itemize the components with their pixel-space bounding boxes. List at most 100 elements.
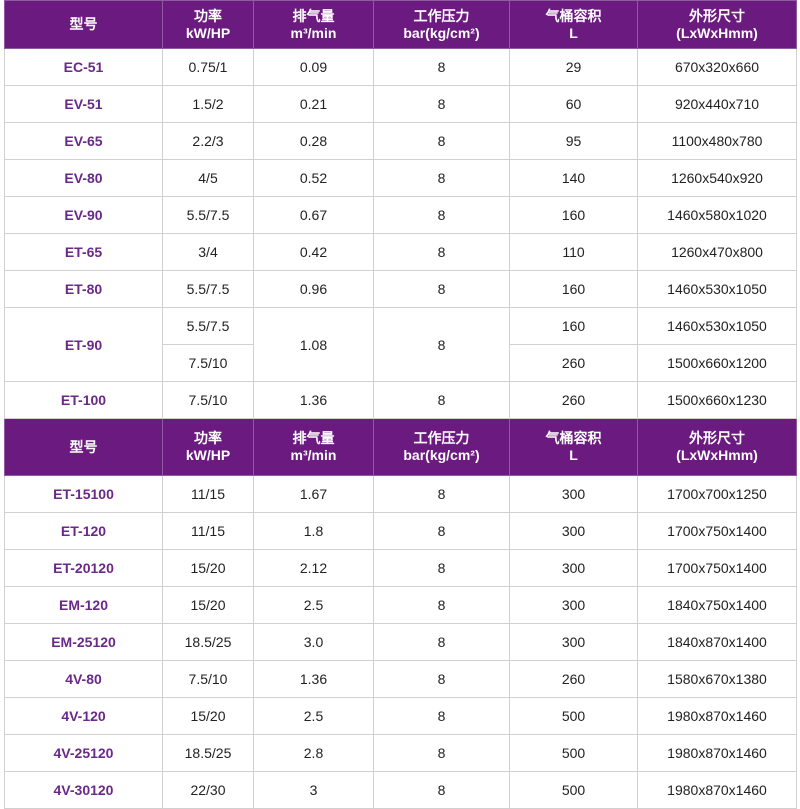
table-row: 4V-120 15/20 2.5 8 500 1980x870x1460 xyxy=(4,697,797,735)
compressor-spec-table: 型号 功率 kW/HP 排气量 m³/min 工作压力 bar(kg/cm²) 气桶容积 L 外形… xyxy=(4,0,797,809)
dims-cell: 1460x580x1020 xyxy=(637,196,797,234)
model-cell: ET-90 xyxy=(4,307,163,382)
table-row: ET-120 11/15 1.8 8 300 1700x750x1400 xyxy=(4,512,797,550)
table-row: EC-51 0.75/1 0.09 8 29 670x320x660 xyxy=(4,48,797,86)
tank-cell: 60 xyxy=(509,85,638,123)
model-cell: EM-120 xyxy=(4,586,163,624)
dims-cell: 1100x480x780 xyxy=(637,122,797,160)
dims-cell: 1700x750x1400 xyxy=(637,549,797,587)
model-cell: ET-100 xyxy=(4,381,163,419)
dims-cell: 1580x670x1380 xyxy=(637,660,797,698)
pressure-cell: 8 xyxy=(373,734,510,772)
pressure-cell: 8 xyxy=(373,85,510,123)
tank-cell: 300 xyxy=(509,549,638,587)
power-cell: 5.5/7.5 xyxy=(162,270,254,308)
table-row: ET-90 5.5/7.5 1.08 8 160 1460x530x1050 xyxy=(4,307,797,382)
flow-cell: 0.96 xyxy=(253,270,374,308)
header-row: 型号 功率 kW/HP 排气量 m³/min 工作压力 bar(kg/cm²) 气桶容积 L 外形… xyxy=(4,0,797,49)
header-flow: 排气量 m³/min xyxy=(253,418,374,476)
pressure-cell: 8 xyxy=(373,122,510,160)
power-cell: 11/15 xyxy=(162,512,254,550)
model-cell: ET-80 xyxy=(4,270,163,308)
power-cell: 1.5/2 xyxy=(162,85,254,123)
power-cell: 15/20 xyxy=(162,697,254,735)
model-cell: ET-20120 xyxy=(4,549,163,587)
tank-cell: 260 xyxy=(509,381,638,419)
table-row: ET-80 5.5/7.5 0.96 8 160 1460x530x1050 xyxy=(4,270,797,308)
power-cell: 3/4 xyxy=(162,233,254,271)
flow-cell: 1.36 xyxy=(253,381,374,419)
pressure-cell: 8 xyxy=(373,697,510,735)
model-cell: ET-65 xyxy=(4,233,163,271)
pressure-cell: 8 xyxy=(373,233,510,271)
header-row: 型号 功率 kW/HP 排气量 m³/min 工作压力 bar(kg/cm²) 气桶容积 L 外形… xyxy=(4,418,797,476)
pressure-cell: 8 xyxy=(373,307,510,382)
dims-cell: 1260x470x800 xyxy=(637,233,797,271)
model-cell: 4V-80 xyxy=(4,660,163,698)
model-cell: 4V-120 xyxy=(4,697,163,735)
flow-cell: 1.08 xyxy=(253,307,374,382)
dims-cell: 1980x870x1460 xyxy=(637,771,797,809)
table-row: EM-120 15/20 2.5 8 300 1840x750x1400 xyxy=(4,586,797,624)
tank-cell: 110 xyxy=(509,233,638,271)
power-cell: 18.5/25 xyxy=(162,623,254,661)
pressure-cell: 8 xyxy=(373,623,510,661)
table-row: EV-80 4/5 0.52 8 140 1260x540x920 xyxy=(4,159,797,197)
power-cell: 7.5/10 xyxy=(162,660,254,698)
pressure-cell: 8 xyxy=(373,475,510,513)
tank-cell: 95 xyxy=(509,122,638,160)
table-row: EV-65 2.2/3 0.28 8 95 1100x480x780 xyxy=(4,122,797,160)
model-cell: ET-120 xyxy=(4,512,163,550)
header-dims: 外形尺寸 (LxWxHmm) xyxy=(637,0,797,49)
power-cell: 22/30 xyxy=(162,771,254,809)
dims-cell: 1840x750x1400 xyxy=(637,586,797,624)
flow-cell: 1.67 xyxy=(253,475,374,513)
power-cell: 15/20 xyxy=(162,586,254,624)
power-cell: 11/15 xyxy=(162,475,254,513)
header-model: 型号 xyxy=(4,418,163,476)
pressure-cell: 8 xyxy=(373,381,510,419)
table-row: 7.5/10 260 1500x660x1200 xyxy=(5,344,797,382)
table-row: 4V-25120 18.5/25 2.8 8 500 1980x870x1460 xyxy=(4,734,797,772)
flow-cell: 2.5 xyxy=(253,697,374,735)
flow-cell: 1.8 xyxy=(253,512,374,550)
table-row: ET-20120 15/20 2.12 8 300 1700x750x1400 xyxy=(4,549,797,587)
tank-cell: 260 xyxy=(509,344,638,382)
tank-cell: 29 xyxy=(509,48,638,86)
model-cell: EV-90 xyxy=(4,196,163,234)
tank-cell: 160 xyxy=(509,196,638,234)
pressure-cell: 8 xyxy=(373,270,510,308)
power-cell: 18.5/25 xyxy=(162,734,254,772)
header-tank: 气桶容积 L xyxy=(509,418,638,476)
pressure-cell: 8 xyxy=(373,512,510,550)
flow-cell: 3 xyxy=(253,771,374,809)
model-cell: 4V-25120 xyxy=(4,734,163,772)
pressure-cell: 8 xyxy=(373,159,510,197)
dims-cell: 1460x530x1050 xyxy=(637,307,797,345)
flow-cell: 0.67 xyxy=(253,196,374,234)
dims-cell: 1260x540x920 xyxy=(637,159,797,197)
tank-cell: 140 xyxy=(509,159,638,197)
tank-cell: 500 xyxy=(509,734,638,772)
dims-cell: 920x440x710 xyxy=(637,85,797,123)
model-cell: EV-80 xyxy=(4,159,163,197)
pressure-cell: 8 xyxy=(373,771,510,809)
tank-cell: 300 xyxy=(509,586,638,624)
table-row: ET-65 3/4 0.42 8 110 1260x470x800 xyxy=(4,233,797,271)
tank-cell: 500 xyxy=(509,697,638,735)
dims-cell: 1840x870x1400 xyxy=(637,623,797,661)
header-power: 功率 kW/HP xyxy=(162,418,254,476)
dims-cell: 670x320x660 xyxy=(637,48,797,86)
tank-cell: 300 xyxy=(509,475,638,513)
tank-cell: 160 xyxy=(509,270,638,308)
flow-cell: 1.36 xyxy=(253,660,374,698)
power-cell: 4/5 xyxy=(162,159,254,197)
tank-cell: 260 xyxy=(509,660,638,698)
power-cell: 15/20 xyxy=(162,549,254,587)
pressure-cell: 8 xyxy=(373,549,510,587)
flow-cell: 3.0 xyxy=(253,623,374,661)
header-dims: 外形尺寸 (LxWxHmm) xyxy=(637,418,797,476)
flow-cell: 0.21 xyxy=(253,85,374,123)
power-cell: 5.5/7.5 xyxy=(162,196,254,234)
header-tank: 气桶容积 L xyxy=(509,0,638,49)
